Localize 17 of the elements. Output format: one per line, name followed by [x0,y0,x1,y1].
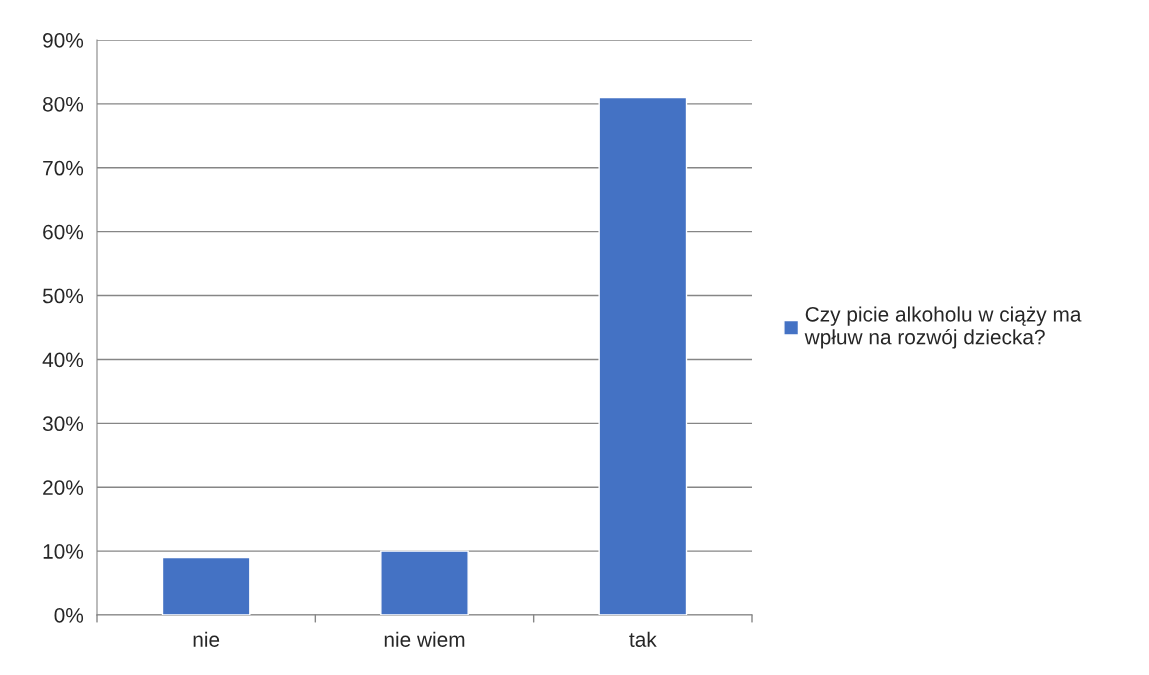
y-tick-label: 90% [43,33,84,48]
y-tick-label: 10% [43,544,84,559]
x-tick-label: nie [193,631,220,647]
y-tick-label: 30% [42,416,84,432]
x-tick-label: nie wiem [384,631,465,647]
bar [598,96,688,615]
y-tick-label: 20% [43,480,84,495]
bar [380,550,469,615]
y-tick-label: 40% [42,352,84,368]
bar [161,556,251,615]
y-tick-label: 70% [43,160,84,176]
x-tick-label: tak [629,631,657,647]
y-tick-label: 50% [42,288,84,304]
y-tick-label: 80% [43,96,84,112]
y-tick-label: 0% [54,608,84,623]
legend-label: Czy picie alkoholu w ciąży ma wpłuw na rozwój dziecka? [804,306,1082,349]
y-tick-label: 60% [43,224,84,240]
